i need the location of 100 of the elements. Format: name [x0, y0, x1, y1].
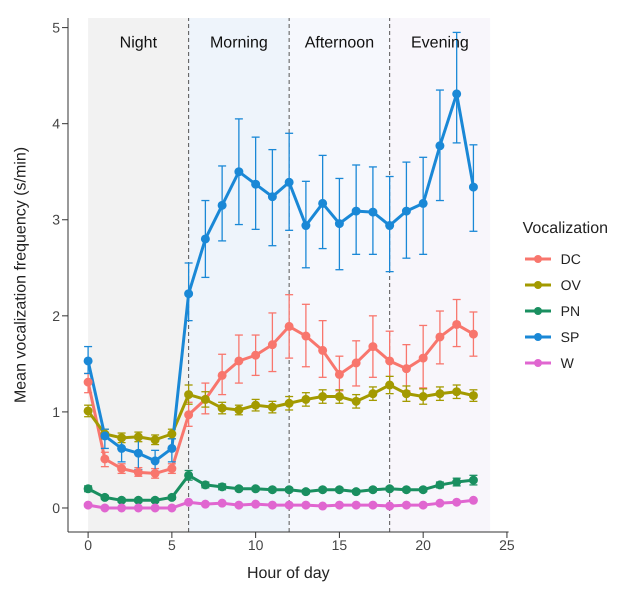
- point: [468, 330, 478, 339]
- point: [167, 492, 176, 502]
- point: [117, 496, 126, 505]
- point: [150, 456, 160, 466]
- point: [251, 500, 260, 509]
- point: [334, 370, 344, 379]
- point: [435, 498, 444, 508]
- point: [468, 182, 478, 192]
- point: [352, 206, 361, 216]
- point: [452, 320, 462, 329]
- point: [318, 502, 328, 511]
- point: [452, 498, 462, 507]
- point: [268, 500, 277, 510]
- point: [84, 378, 93, 387]
- point: [284, 485, 294, 494]
- x-tick-label: 20: [415, 536, 432, 553]
- x-tick-label: 25: [499, 536, 515, 553]
- point: [84, 356, 93, 366]
- x-axis-title: Hour of day: [246, 565, 330, 582]
- point: [435, 141, 444, 150]
- point: [134, 448, 143, 458]
- point: [284, 178, 294, 187]
- point: [251, 180, 260, 189]
- band-label: Afternoon: [304, 34, 374, 52]
- point: [117, 503, 126, 512]
- point: [402, 485, 411, 494]
- point: [368, 208, 378, 217]
- x-tick-label: 0: [84, 536, 92, 553]
- y-axis-title: Mean vocalization frequency (s/min): [12, 146, 30, 404]
- point: [234, 484, 244, 494]
- point: [134, 496, 143, 505]
- legend-label: W: [560, 354, 575, 373]
- point: [368, 485, 378, 494]
- point: [318, 392, 328, 402]
- point: [334, 485, 344, 494]
- y-tick-label: 3: [52, 212, 60, 228]
- point: [301, 332, 310, 341]
- point: [334, 392, 344, 402]
- point: [200, 234, 210, 244]
- point: [368, 389, 378, 398]
- point: [468, 496, 478, 505]
- point: [402, 389, 411, 398]
- point: [385, 380, 394, 390]
- point: [218, 200, 227, 210]
- point: [418, 500, 428, 510]
- x-tick-label: 15: [332, 536, 348, 553]
- point: [418, 392, 428, 402]
- legend-label: PN: [560, 302, 582, 321]
- y-tick-label: 4: [52, 116, 60, 132]
- point: [452, 387, 462, 396]
- point: [402, 364, 411, 374]
- y-tick-label: 0: [52, 500, 60, 516]
- point: [284, 500, 294, 510]
- legend-title: Vocalization: [522, 220, 608, 238]
- legend-label: OV: [560, 276, 582, 295]
- band-label: Night: [120, 34, 158, 52]
- point: [385, 221, 394, 230]
- y-tick-label: 2: [52, 308, 60, 324]
- point: [200, 500, 210, 509]
- point: [284, 398, 294, 408]
- y-tick-label: 5: [52, 20, 60, 36]
- point: [234, 500, 244, 510]
- legend-label: SP: [560, 328, 580, 347]
- point: [318, 346, 328, 355]
- point: [368, 500, 378, 510]
- point: [318, 198, 328, 208]
- point: [402, 500, 411, 510]
- point: [167, 503, 176, 512]
- y-tick-label: 1: [52, 404, 60, 420]
- point: [117, 444, 126, 453]
- point: [318, 485, 328, 494]
- point: [301, 487, 310, 496]
- point: [218, 370, 227, 380]
- point: [234, 167, 244, 176]
- point: [167, 464, 176, 474]
- band-label: Morning: [210, 34, 268, 52]
- point: [402, 206, 411, 216]
- point: [234, 356, 244, 366]
- point: [100, 454, 110, 464]
- point: [418, 198, 428, 208]
- point: [334, 500, 344, 510]
- x-tick-label: 5: [168, 536, 176, 553]
- point: [117, 464, 126, 474]
- point: [84, 500, 93, 510]
- point: [418, 354, 428, 363]
- point: [218, 498, 227, 508]
- point: [268, 192, 277, 202]
- point: [352, 487, 361, 496]
- point: [150, 496, 160, 505]
- point: [301, 221, 310, 230]
- point: [435, 332, 444, 342]
- point: [368, 342, 378, 352]
- point: [435, 389, 444, 398]
- point: [352, 358, 361, 368]
- point: [301, 500, 310, 510]
- point: [251, 350, 260, 360]
- point: [284, 322, 294, 331]
- point: [184, 498, 194, 507]
- point: [385, 356, 394, 366]
- point: [418, 485, 428, 494]
